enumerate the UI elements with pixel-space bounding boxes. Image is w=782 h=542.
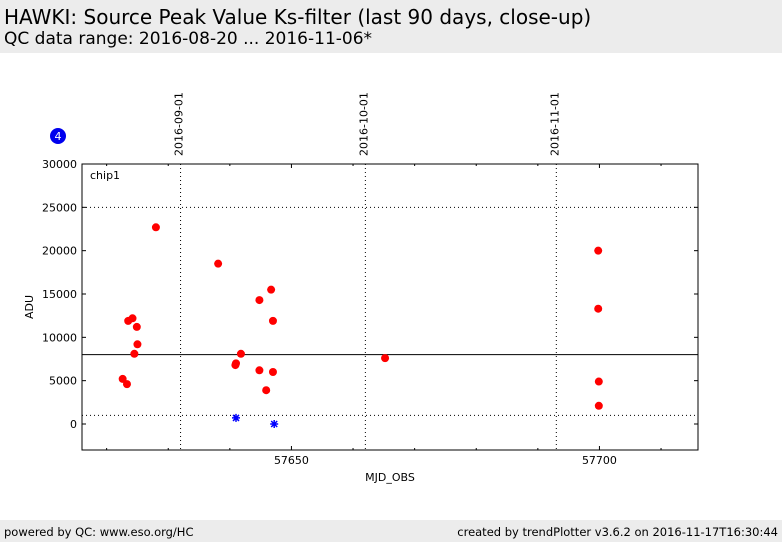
data-point bbox=[128, 314, 137, 323]
data-point bbox=[122, 380, 131, 389]
page-subtitle: QC data range: 2016-08-20 ... 2016-11-06… bbox=[4, 29, 373, 49]
data-marks bbox=[118, 223, 603, 428]
data-point bbox=[262, 386, 271, 395]
data-point bbox=[268, 368, 277, 376]
header-bar: HAWKI: Source Peak Value Ks-filter (last… bbox=[0, 0, 782, 53]
data-point bbox=[594, 304, 603, 313]
y-tick-label: 0 bbox=[70, 418, 77, 431]
footer-credit: powered by QC: www.eso.org/HC bbox=[4, 525, 194, 539]
x-tick-label: 57650 bbox=[274, 454, 309, 467]
data-point bbox=[268, 316, 277, 325]
y-tick-label: 20000 bbox=[42, 245, 77, 258]
y-tick-label: 30000 bbox=[42, 158, 77, 171]
y-axis-label: ADU bbox=[23, 295, 36, 319]
grid-layer: 2016-09-01 2016-10-01 2016-11-01 bbox=[82, 92, 698, 450]
outlier-point bbox=[270, 420, 279, 428]
plot-frame bbox=[81, 163, 699, 451]
data-point bbox=[130, 349, 139, 358]
outlier-point bbox=[232, 413, 240, 422]
data-point bbox=[132, 322, 141, 331]
y-tick-label: 25000 bbox=[42, 201, 77, 214]
x-tick-label: 57700 bbox=[582, 454, 617, 467]
data-point bbox=[214, 259, 223, 268]
data-point bbox=[151, 223, 160, 232]
badge-value: 4 bbox=[55, 130, 62, 143]
badge-circle bbox=[50, 128, 66, 144]
data-point bbox=[133, 340, 142, 349]
data-point bbox=[255, 296, 264, 305]
data-point bbox=[594, 246, 603, 255]
data-point bbox=[594, 401, 603, 410]
panel-label: chip1 bbox=[90, 169, 120, 182]
axis-ticks: 0 5000 10000 15000 20000 25000 30000 57650 57700 bbox=[42, 158, 698, 467]
data-point bbox=[236, 349, 245, 358]
y-tick-label: 15000 bbox=[42, 288, 77, 301]
date-marker-label: 2016-09-01 bbox=[173, 92, 186, 156]
data-point bbox=[255, 366, 264, 375]
data-point bbox=[594, 377, 603, 386]
date-marker-label: 2016-11-01 bbox=[548, 92, 561, 156]
date-marker-label: 2016-10-01 bbox=[357, 92, 370, 156]
x-axis-label: MJD_OBS bbox=[365, 471, 415, 484]
y-tick-label: 5000 bbox=[49, 375, 77, 388]
footer-bar: powered by QC: www.eso.org/HC created by… bbox=[0, 520, 782, 542]
y-tick-label: 10000 bbox=[42, 331, 77, 344]
data-point bbox=[232, 359, 240, 368]
data-point bbox=[267, 285, 276, 294]
page-title: HAWKI: Source Peak Value Ks-filter (last… bbox=[4, 5, 592, 29]
data-point bbox=[381, 354, 390, 363]
footer-timestamp: created by trendPlotter v3.6.2 on 2016-1… bbox=[457, 525, 778, 539]
count-badge: 4 bbox=[50, 128, 66, 144]
